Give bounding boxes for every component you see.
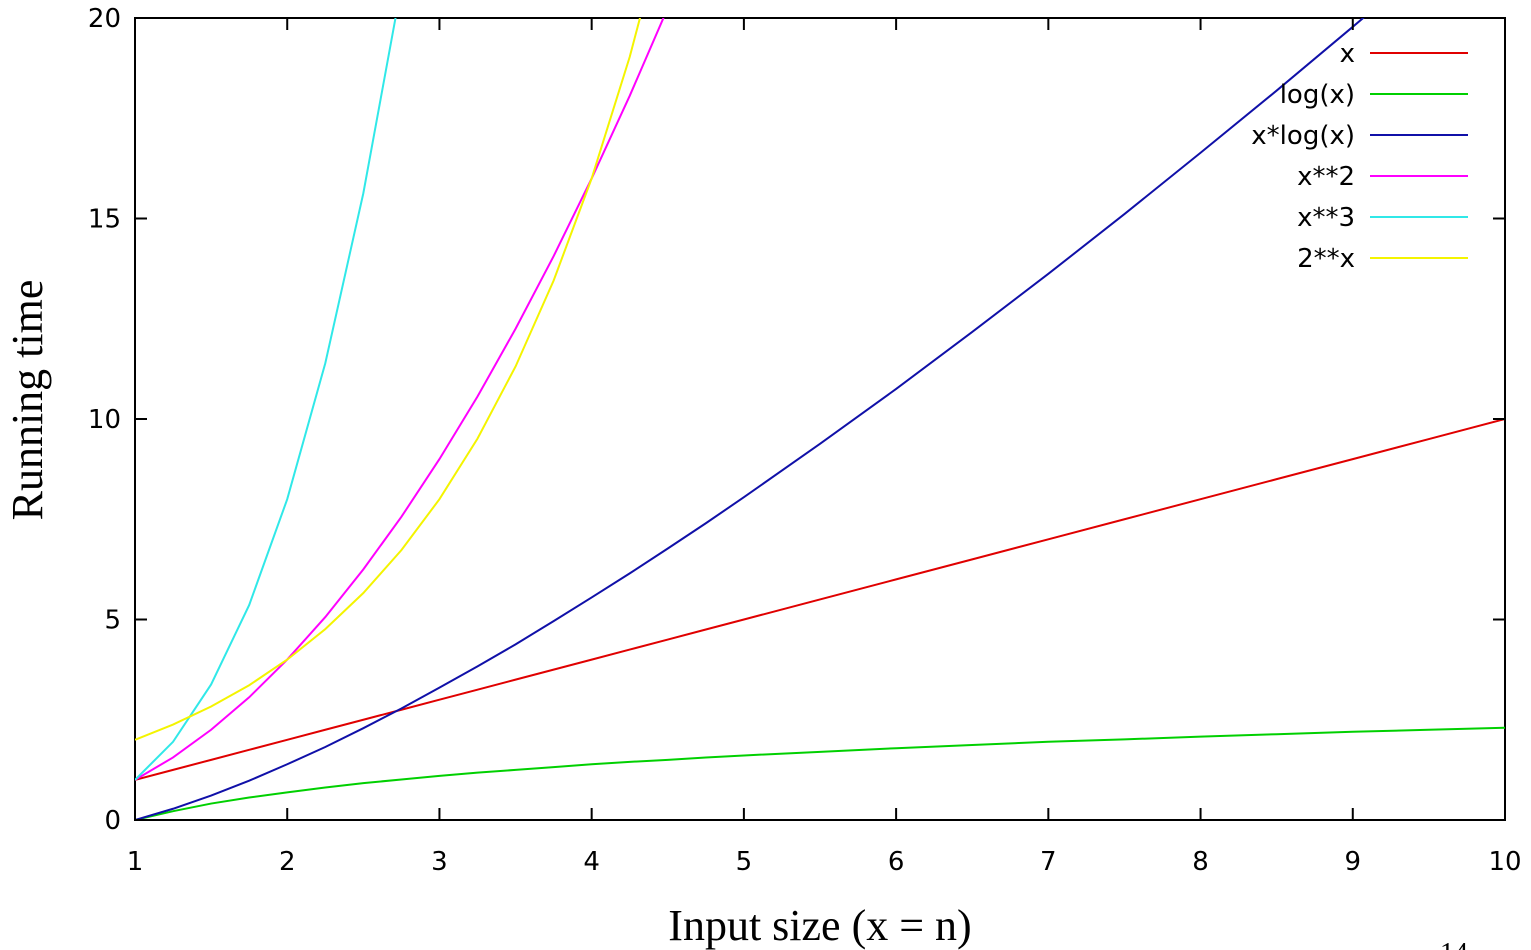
series-line [135,418,1505,781]
series-line [135,726,1505,820]
x-tick-label: 4 [583,847,600,877]
series-line [135,18,665,781]
y-tick-label: 5 [104,606,121,636]
x-tick-label: 1 [127,847,144,877]
legend-label: x [1340,39,1355,69]
y-tick-label: 15 [88,205,121,235]
page-number: 14 [1440,938,1468,950]
x-tick-label: 2 [279,847,296,877]
x-tick-label: 8 [1192,847,1209,877]
x-tick-label: 7 [1040,847,1057,877]
y-tick-label: 0 [104,806,121,836]
legend-label: x*log(x) [1251,121,1355,151]
legend-label: x**3 [1297,203,1355,233]
plot-lines [135,18,1505,820]
x-tick-label: 9 [1345,847,1362,877]
series-line [135,18,397,781]
y-tick-label: 10 [88,405,121,435]
x-axis-label: Input size (x = n) [668,901,971,950]
series-line [135,18,642,741]
legend-label: log(x) [1280,80,1355,110]
y-axis-label: Running time [3,280,52,521]
x-tick-label: 3 [431,847,448,877]
y-tick-label: 20 [88,4,121,34]
x-tick-label: 10 [1488,847,1521,877]
x-tick-label: 6 [888,847,905,877]
legend-label: x**2 [1297,162,1355,192]
series-line [135,18,1365,820]
legend-label: 2**x [1297,244,1355,274]
x-tick-label: 5 [736,847,753,877]
